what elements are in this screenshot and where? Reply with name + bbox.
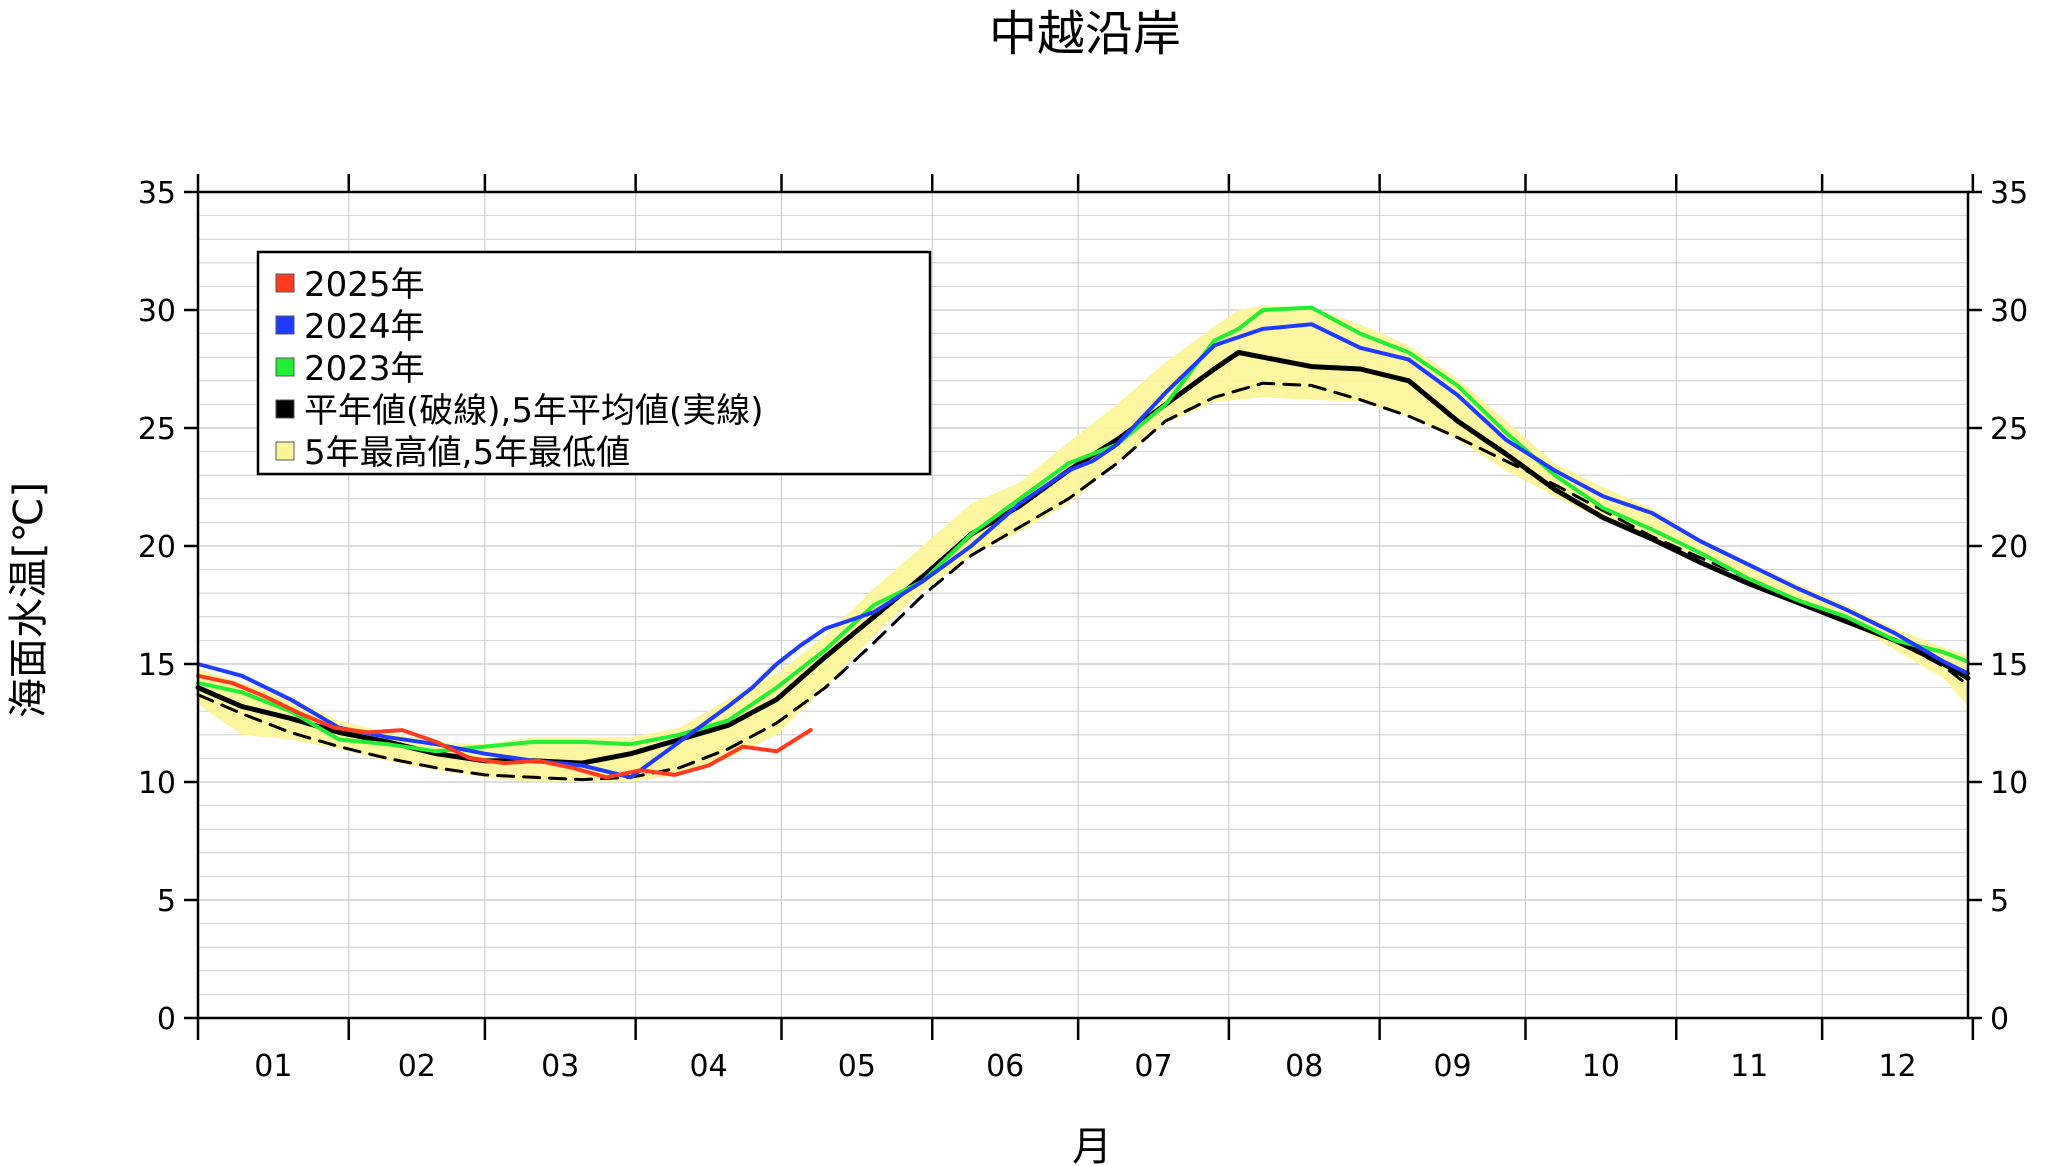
x-tick-label: 10: [1582, 1049, 1620, 1084]
legend-label: 2024年: [304, 307, 425, 347]
x-tick-label: 06: [986, 1049, 1024, 1084]
y-tick-label-left: 5: [157, 884, 176, 919]
chart-title: 中越沿岸: [989, 6, 1181, 62]
legend-swatch: [275, 315, 295, 335]
y-tick-label-left: 25: [138, 412, 176, 447]
series-lines: [195, 305, 1971, 782]
y-tick-label-left: 0: [157, 1002, 176, 1037]
x-tick-label: 01: [254, 1049, 292, 1084]
x-tick-label: 07: [1134, 1049, 1172, 1084]
y-tick-label-left: 20: [138, 530, 176, 565]
x-tick-label: 03: [541, 1049, 579, 1084]
x-tick-label: 02: [398, 1049, 436, 1084]
plot-frame: [196, 190, 1970, 1020]
y-tick-label-left: 30: [138, 294, 176, 329]
y-tick-label-right: 10: [1990, 766, 2028, 801]
legend-label: 5年最高値,5年最低値: [304, 433, 630, 473]
y-tick-label-right: 35: [1990, 176, 2028, 211]
series-line-2025年: [196, 673, 813, 780]
y-tick-label-right: 20: [1990, 530, 2028, 565]
y-tick-label-right: 5: [1990, 884, 2009, 919]
x-tick-label: 12: [1878, 1049, 1916, 1084]
axis-ticks: [184, 174, 1982, 1040]
y-tick-label-left: 10: [138, 766, 176, 801]
y-tick-label-right: 15: [1990, 648, 2028, 683]
x-tick-label: 09: [1433, 1049, 1471, 1084]
legend-label: 2025年: [304, 265, 425, 305]
x-tick-label: 08: [1285, 1049, 1323, 1084]
x-tick-label: 04: [689, 1049, 727, 1084]
series-line-2023年: [196, 305, 1970, 754]
y-tick-label-right: 30: [1990, 294, 2028, 329]
legend-swatch: [275, 273, 295, 293]
grid-lines: [198, 192, 1968, 1018]
series-line-2024年: [196, 322, 1970, 780]
series-line-平年値: [196, 381, 1970, 782]
legend-box: [256, 250, 932, 476]
legend-swatch: [275, 441, 295, 461]
legend-label: 平年値(破線),5年平均値(実線): [304, 391, 764, 431]
legend-label: 2023年: [304, 349, 425, 389]
legend-swatch: [275, 399, 295, 419]
legend-swatch: [275, 357, 295, 377]
y-tick-label-right: 25: [1990, 412, 2028, 447]
y-tick-label-right: 0: [1990, 1002, 2009, 1037]
x-tick-label: 05: [838, 1049, 876, 1084]
y-axis-label: 海面水温[℃]: [6, 482, 52, 718]
y-tick-label-left: 35: [138, 176, 176, 211]
x-axis-label: 月: [1072, 1124, 1112, 1166]
legend: 2025年2024年2023年平年値(破線),5年平均値(実線)5年最高値,5年…: [256, 250, 932, 476]
x-tick-label: 11: [1730, 1049, 1768, 1084]
y-tick-label-left: 15: [138, 648, 176, 683]
